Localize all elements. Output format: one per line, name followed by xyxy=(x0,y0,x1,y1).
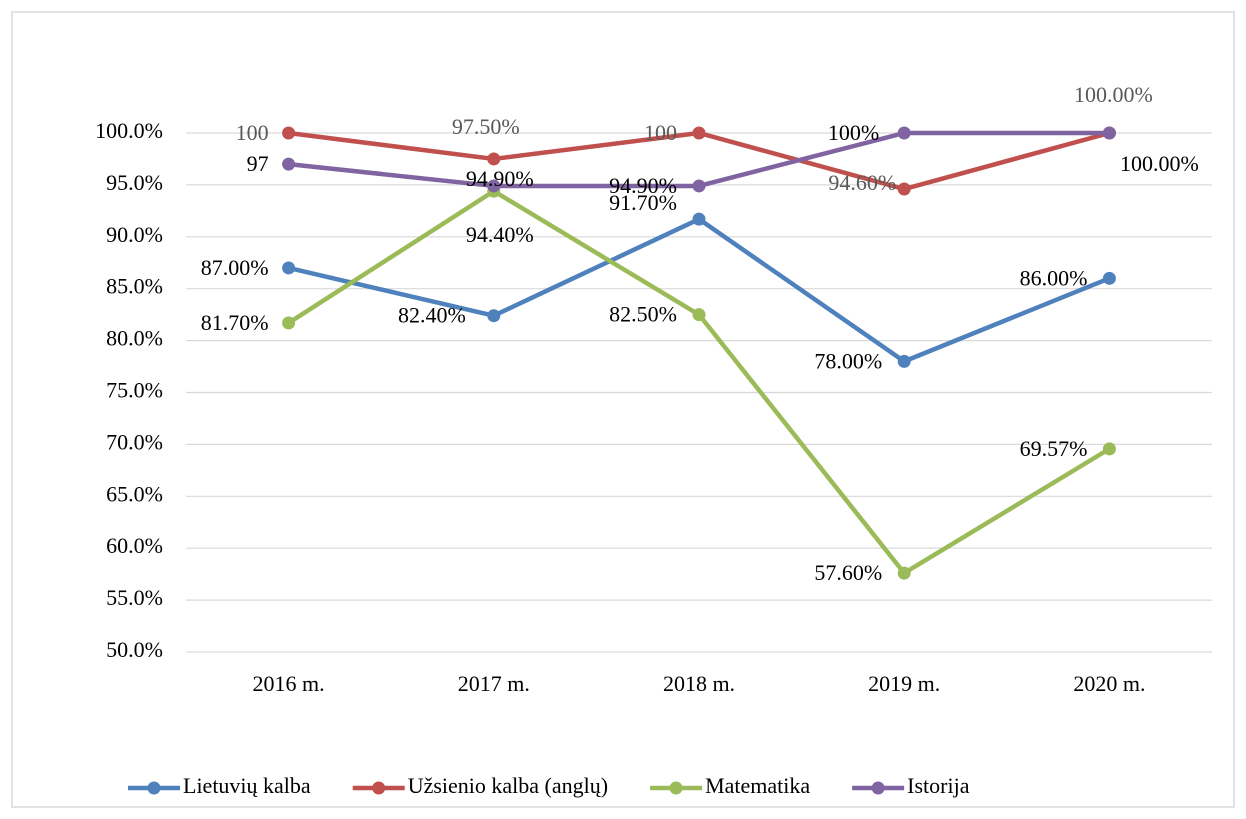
data-point xyxy=(282,126,296,140)
data-label: 94.90% xyxy=(466,166,534,191)
data-point xyxy=(487,152,501,166)
y-tick-label: 85.0% xyxy=(106,274,163,299)
data-label: 94.60% xyxy=(828,170,896,195)
y-tick-label: 55.0% xyxy=(106,585,163,610)
data-label: 100.00% xyxy=(1074,82,1153,107)
data-point xyxy=(1102,442,1116,456)
x-tick-label: 2018 m. xyxy=(663,671,735,696)
y-tick-label: 75.0% xyxy=(106,378,163,403)
y-tick-label: 60.0% xyxy=(106,533,163,558)
legend-label: Istorija xyxy=(907,773,970,798)
x-tick-label: 2017 m. xyxy=(458,671,530,696)
y-tick-label: 65.0% xyxy=(106,481,163,506)
data-label: 69.57% xyxy=(1020,436,1088,461)
data-label: 57.60% xyxy=(814,560,882,585)
data-label: 81.70% xyxy=(201,310,269,335)
data-point xyxy=(692,308,706,322)
data-label: 94.90% xyxy=(609,173,677,198)
data-label: 100.00% xyxy=(1120,151,1199,176)
data-label: 78.00% xyxy=(814,348,882,373)
data-point xyxy=(897,566,911,580)
data-point xyxy=(282,157,296,171)
y-tick-label: 100.0% xyxy=(95,118,163,143)
data-point xyxy=(1102,126,1116,140)
data-label: 100 xyxy=(644,120,677,145)
data-label: 94.40% xyxy=(466,222,534,247)
data-label: 87.00% xyxy=(201,255,269,280)
y-tick-label: 80.0% xyxy=(106,326,163,351)
data-label: 82.40% xyxy=(398,303,466,328)
data-point xyxy=(487,179,501,193)
data-point xyxy=(282,261,296,275)
data-point xyxy=(692,179,706,193)
legend-marker xyxy=(669,781,683,795)
data-label: 86.00% xyxy=(1020,265,1088,290)
data-point xyxy=(897,354,911,368)
data-point xyxy=(897,126,911,140)
data-label: 97.50% xyxy=(452,114,520,139)
data-point xyxy=(1102,271,1116,285)
y-tick-label: 90.0% xyxy=(106,222,163,247)
data-label: 100% xyxy=(828,120,879,145)
data-point xyxy=(282,316,296,330)
data-label: 100 xyxy=(236,120,269,145)
y-tick-label: 50.0% xyxy=(106,637,163,662)
legend-label: Užsienio kalba (anglų) xyxy=(408,773,608,798)
data-point xyxy=(897,182,911,196)
x-tick-label: 2019 m. xyxy=(868,671,940,696)
legend-label: Lietuvių kalba xyxy=(183,773,311,798)
data-label: 97 xyxy=(247,151,269,176)
data-point xyxy=(692,212,706,226)
data-point xyxy=(487,309,501,323)
data-point xyxy=(692,126,706,140)
legend-marker xyxy=(871,781,885,795)
y-tick-label: 70.0% xyxy=(106,429,163,454)
legend-marker xyxy=(372,781,386,795)
legend-marker xyxy=(147,781,161,795)
data-label: 82.50% xyxy=(609,302,677,327)
legend-label: Matematika xyxy=(705,773,810,798)
x-tick-label: 2020 m. xyxy=(1073,671,1145,696)
y-tick-label: 95.0% xyxy=(106,170,163,195)
data-label: 91.70% xyxy=(609,190,677,215)
x-tick-label: 2016 m. xyxy=(253,671,325,696)
